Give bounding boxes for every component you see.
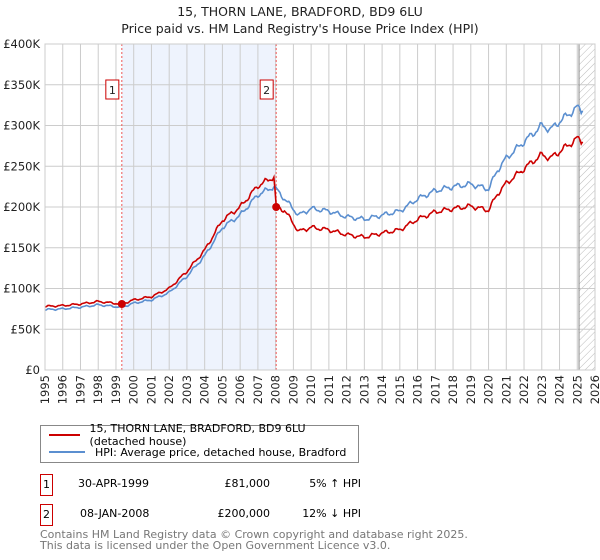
legend-item-property: 15, THORN LANE, BRADFORD, BD9 6LU (detac… (49, 422, 358, 448)
sale-marker: 1 (40, 474, 53, 496)
y-tick-label: £0 (25, 363, 40, 377)
x-tick-label: 2018 (446, 375, 460, 404)
sale-point (117, 299, 126, 308)
sale-point (272, 203, 281, 211)
x-tick-label: 2022 (517, 375, 531, 404)
sale-row-1: 1 30-APR-1999 £81,000 5% ↑ HPI (40, 474, 440, 496)
x-tick-label: 1999 (109, 375, 123, 404)
plot-border (44, 43, 596, 371)
x-tick-label: 2020 (482, 375, 496, 404)
sale-marker: 2 (40, 504, 53, 526)
sale-label-marker: 1 (105, 79, 120, 100)
sale-price: £81,000 (224, 477, 271, 490)
x-tick-label: 2021 (499, 375, 513, 404)
y-tick-label: £50K (11, 322, 41, 336)
x-tick-label: 2015 (393, 375, 407, 404)
sale-label-box (259, 79, 274, 100)
sale-label-text: 1 (109, 84, 116, 97)
footer-copyright: Contains HM Land Registry data © Crown c… (40, 528, 468, 541)
hpi-line (44, 104, 584, 312)
x-tick-label: 2025 (570, 375, 584, 404)
sale-row-2: 2 08-JAN-2008 £200,000 12% ↓ HPI (40, 504, 440, 526)
y-tick-label: £150K (3, 241, 40, 255)
x-tick-label: 2024 (553, 375, 567, 404)
sale-label-box (105, 79, 120, 100)
x-tick-label: 2013 (357, 375, 371, 404)
x-tick-label: 2002 (162, 375, 176, 404)
sale-hpi-diff: 5% ↑ HPI (309, 477, 361, 490)
x-tick-label: 2003 (180, 375, 194, 404)
property-price-line (44, 135, 584, 308)
legend-label: 15, THORN LANE, BRADFORD, BD9 6LU (detac… (89, 422, 306, 448)
legend-item-hpi: HPI: Average price, detached house, Brad… (49, 444, 346, 460)
x-tick-label: 2007 (251, 375, 265, 404)
y-tick-label: £400K (3, 37, 40, 51)
chart-title: 15, THORN LANE, BRADFORD, BD9 6LU (177, 4, 423, 19)
x-tick-label: 1995 (38, 375, 52, 404)
sale-price: £200,000 (217, 507, 271, 520)
sale-date: 30-APR-1999 (78, 477, 150, 490)
x-tick-label: 1996 (56, 375, 70, 404)
x-tick-label: 2000 (127, 375, 141, 404)
legend-swatch-blue (49, 451, 85, 453)
x-tick-label: 1998 (91, 375, 105, 404)
y-tick-label: £300K (3, 119, 40, 133)
sale-label-marker: 2 (259, 79, 274, 100)
x-tick-label: 2006 (233, 375, 247, 404)
line-chart: 1995 1996 1997 1998 1999 2000 2001 2002 2003 2004… (3, 37, 600, 404)
sale-hpi-diff: 12% ↓ HPI (302, 507, 361, 520)
x-tick-label: 2017 (428, 375, 442, 404)
y-tick-label: £100K (3, 282, 40, 296)
x-tick-label: 2026 (588, 375, 600, 404)
legend-label: HPI: Average price, detached house, Brad… (95, 445, 347, 459)
x-tick-label: 2023 (535, 375, 549, 404)
x-tick-label: 2008 (269, 375, 283, 404)
chart-subtitle: Price paid vs. HM Land Registry's House … (121, 21, 479, 36)
sale-label-text: 2 (263, 84, 270, 97)
x-tick-label: 2009 (286, 375, 300, 404)
x-tick-label: 2011 (322, 375, 336, 404)
footer-licence: This data is licensed under the Open Gov… (40, 539, 391, 552)
x-tick-label: 2012 (340, 375, 354, 404)
x-tick-label: 2001 (144, 375, 158, 404)
y-tick-label: £250K (3, 159, 40, 173)
y-tick-label: £200K (3, 200, 40, 214)
x-tick-label: 2019 (464, 375, 478, 404)
x-tick-label: 2005 (215, 375, 229, 404)
x-tick-label: 1997 (73, 375, 87, 404)
sale-date: 08-JAN-2008 (80, 507, 150, 520)
x-tick-label: 2016 (411, 375, 425, 404)
x-tick-label: 2010 (304, 375, 318, 404)
x-tick-label: 2004 (198, 375, 212, 404)
y-tick-label: £350K (3, 78, 40, 92)
legend-swatch-red (49, 434, 80, 436)
footer: Contains HM Land Registry data © Crown c… (40, 529, 468, 551)
legend: 15, THORN LANE, BRADFORD, BD9 6LU (detac… (40, 422, 359, 463)
x-tick-label: 2014 (375, 375, 389, 404)
